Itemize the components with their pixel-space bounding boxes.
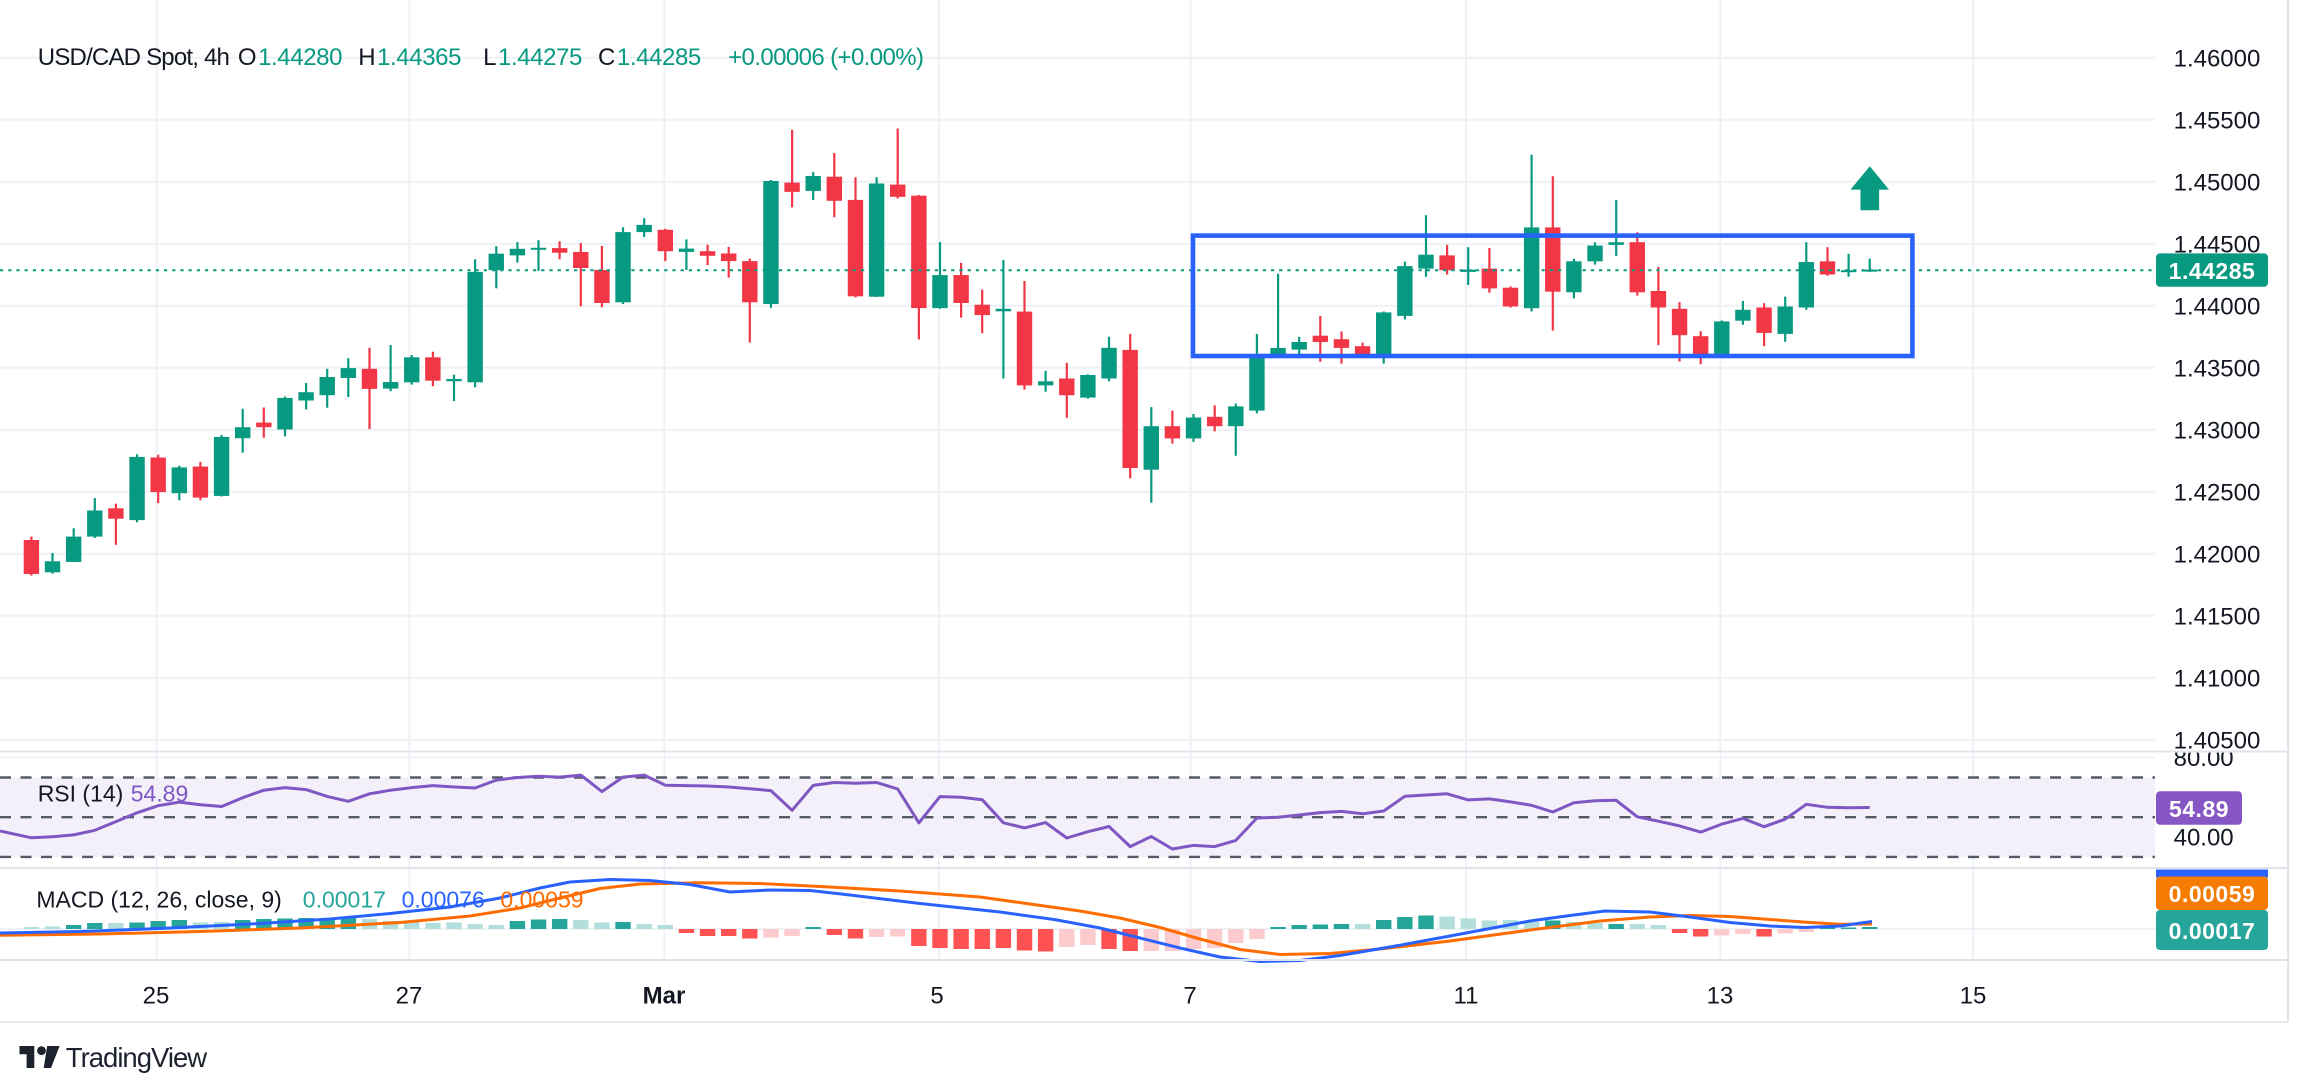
svg-text:1.43000: 1.43000: [2174, 417, 2261, 444]
svg-text:80.00: 80.00: [2174, 745, 2234, 772]
svg-text:13: 13: [1707, 983, 1734, 1010]
svg-text:1.42000: 1.42000: [2174, 541, 2261, 568]
svg-text:54.89: 54.89: [131, 781, 189, 807]
svg-text:5: 5: [930, 983, 943, 1010]
svg-text:1.40500: 1.40500: [2174, 727, 2261, 754]
svg-text:1.43500: 1.43500: [2174, 355, 2261, 382]
svg-text:1.44275: 1.44275: [498, 44, 582, 71]
svg-text:25: 25: [143, 983, 170, 1010]
svg-text:15: 15: [1960, 983, 1987, 1010]
svg-text:C: C: [598, 44, 615, 71]
svg-text:1.41000: 1.41000: [2174, 665, 2261, 692]
svg-text:1.44285: 1.44285: [617, 44, 701, 71]
svg-text:USD/CAD Spot, 4h: USD/CAD Spot, 4h: [38, 44, 229, 71]
svg-text:MACD (12, 26, close, 9): MACD (12, 26, close, 9): [36, 887, 281, 913]
svg-text:0.00017: 0.00017: [2169, 918, 2256, 944]
svg-text:0.00059: 0.00059: [2169, 881, 2256, 907]
svg-text:1.44365: 1.44365: [377, 44, 461, 71]
svg-text:27: 27: [396, 983, 423, 1010]
svg-text:RSI (14): RSI (14): [38, 781, 124, 807]
svg-text:54.89: 54.89: [2169, 796, 2229, 822]
svg-text:0.00076: 0.00076: [402, 887, 485, 913]
svg-text:11: 11: [1454, 983, 1479, 1010]
svg-text:1.41500: 1.41500: [2174, 603, 2261, 630]
svg-text:0.00017: 0.00017: [303, 887, 386, 913]
svg-text:1.44285: 1.44285: [2169, 258, 2256, 284]
svg-text:O: O: [238, 44, 257, 71]
svg-text:H: H: [358, 44, 375, 71]
svg-text:1.44000: 1.44000: [2174, 293, 2261, 320]
svg-text:1.42500: 1.42500: [2174, 479, 2261, 506]
svg-text:0.00059: 0.00059: [500, 887, 583, 913]
svg-text:+0.00006 (+0.00%): +0.00006 (+0.00%): [728, 44, 923, 71]
svg-text:1.45500: 1.45500: [2174, 107, 2261, 134]
svg-text:40.00: 40.00: [2174, 825, 2234, 852]
svg-text:1.45000: 1.45000: [2174, 169, 2261, 196]
svg-text:7: 7: [1183, 983, 1196, 1010]
svg-text:L: L: [483, 44, 496, 71]
svg-text:TradingView: TradingView: [66, 1042, 207, 1073]
svg-text:Mar: Mar: [643, 983, 686, 1010]
svg-text:1.44280: 1.44280: [258, 44, 342, 71]
svg-text:1.46000: 1.46000: [2174, 45, 2261, 72]
